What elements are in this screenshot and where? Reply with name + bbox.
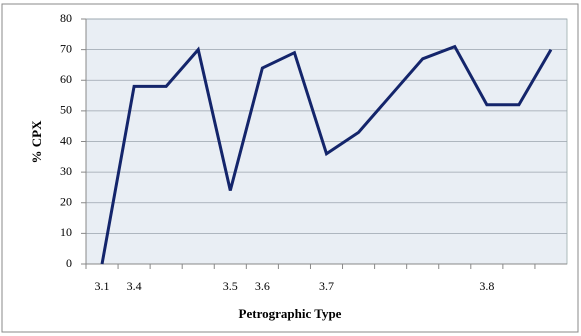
x-tick-label: 3.6 [255, 279, 270, 293]
data-line [100, 44, 553, 265]
y-tick-label: 20 [60, 195, 72, 209]
y-axis-title: % CPX [29, 120, 44, 164]
x-tick-label: 3.1 [95, 279, 110, 293]
x-tick-label: 3.7 [319, 279, 334, 293]
x-axis-title: Petrographic Type [239, 306, 342, 321]
y-tick-label: 0 [66, 256, 72, 270]
y-tick-label: 30 [60, 164, 72, 178]
x-tick-label: 3.5 [223, 279, 238, 293]
x-tick-label: 3.8 [479, 279, 494, 293]
y-tick-label: 50 [60, 103, 72, 117]
y-tick-label: 80 [60, 11, 72, 25]
y-tick-label: 40 [60, 133, 72, 147]
y-tick-label: 10 [60, 225, 72, 239]
x-tick-label: 3.4 [127, 279, 142, 293]
y-tick-label: 60 [60, 72, 72, 86]
y-tick-label: 70 [60, 41, 72, 55]
